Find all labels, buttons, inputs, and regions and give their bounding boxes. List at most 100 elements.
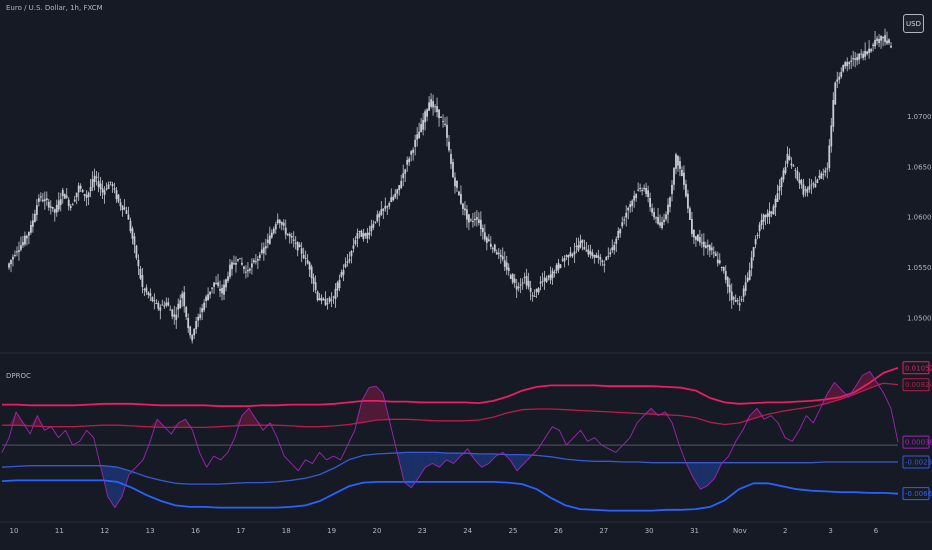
price-candle [12, 254, 14, 267]
price-candle [408, 156, 411, 167]
price-candle [67, 197, 70, 211]
price-candle [860, 49, 863, 59]
price-candle [258, 251, 261, 261]
time-tick-label: 18 [282, 527, 291, 535]
price-candle [177, 298, 180, 318]
price-candle [203, 299, 206, 313]
price-candle [332, 295, 335, 304]
price-candle [880, 34, 882, 49]
price-candle [356, 228, 359, 248]
price-candle [380, 201, 383, 216]
overbought-fill [375, 386, 383, 421]
price-candle [874, 31, 876, 50]
price-candle [91, 171, 94, 192]
price-candle [886, 31, 888, 45]
price-candle [270, 229, 273, 239]
price-candle [282, 219, 285, 231]
price-candle [131, 226, 134, 245]
price-candle [79, 183, 82, 192]
price-candle [294, 236, 297, 250]
price-candle [292, 231, 295, 248]
price-candle [848, 61, 851, 70]
price-candle [806, 186, 809, 197]
price-candle [834, 81, 837, 105]
overbought-fill [749, 408, 757, 420]
price-candle [276, 213, 279, 225]
price-candle [231, 260, 233, 276]
price-candle [153, 293, 156, 310]
price-candle [477, 212, 480, 226]
price-axis: 1.07000 1.06500 1.06000 1.05500 1.05000 [907, 113, 932, 322]
price-candle [788, 148, 791, 161]
overbought-fill [255, 419, 264, 426]
price-candle [792, 164, 795, 167]
oversold-fill [509, 454, 518, 471]
price-candle [483, 224, 486, 242]
price-candle [85, 190, 88, 207]
price-candle [175, 306, 178, 329]
price-candle [778, 179, 781, 200]
price-candle [740, 296, 743, 303]
price-candle [14, 250, 16, 258]
price-candle [491, 246, 494, 254]
price-candle [322, 297, 325, 301]
price-candle [635, 193, 638, 202]
price-candle [464, 201, 466, 216]
price-candle [497, 248, 500, 260]
price-candle [698, 229, 701, 246]
price-candle [868, 40, 871, 59]
price-candle [786, 146, 789, 168]
price-candle [460, 185, 462, 206]
oversold-fill [446, 452, 454, 464]
price-candle [595, 252, 598, 259]
price-candle [254, 254, 257, 265]
oversold-fill [693, 462, 701, 490]
price-candle [681, 166, 683, 177]
price-candle [272, 226, 275, 235]
price-candle [416, 127, 419, 147]
price-candle [209, 291, 211, 299]
price-candle [824, 167, 827, 177]
price-candle [742, 285, 745, 302]
price-candle [450, 149, 452, 169]
price-candle [326, 298, 329, 310]
price-candle [633, 190, 636, 208]
price-candle [207, 287, 209, 301]
currency-button[interactable]: USD [903, 14, 924, 33]
price-candle [402, 164, 405, 187]
price-candle [685, 179, 687, 198]
price-candle [726, 276, 729, 294]
price-candle [159, 304, 162, 320]
price-candle [41, 193, 44, 203]
price-candle [422, 112, 425, 136]
value-tag: 0.01052 [902, 361, 932, 375]
price-candle [840, 67, 843, 79]
price-candle [585, 242, 588, 252]
price-candle [302, 247, 305, 260]
price-candle [782, 167, 785, 183]
price-candle [691, 211, 693, 238]
price-candle [440, 115, 442, 118]
time-tick-label: 11 [55, 527, 64, 535]
price-candle [201, 304, 204, 320]
price-candle [579, 234, 582, 249]
price-candle [205, 294, 208, 308]
price-candle [286, 233, 289, 237]
price-candle [29, 220, 32, 235]
price-candle [611, 239, 614, 254]
price-candle [298, 242, 301, 248]
price-candle [71, 202, 74, 206]
price-candle [65, 188, 68, 199]
price-candle [125, 206, 128, 215]
oversold-fill [474, 453, 482, 468]
oversold-fill [114, 466, 122, 508]
price-candle [360, 229, 363, 237]
price-candle [406, 156, 409, 172]
price-candle [718, 253, 721, 265]
price-candle [28, 231, 30, 245]
price-candle [754, 235, 757, 249]
price-candle [390, 188, 393, 203]
oversold-fill [432, 452, 440, 468]
price-candle [181, 290, 184, 307]
